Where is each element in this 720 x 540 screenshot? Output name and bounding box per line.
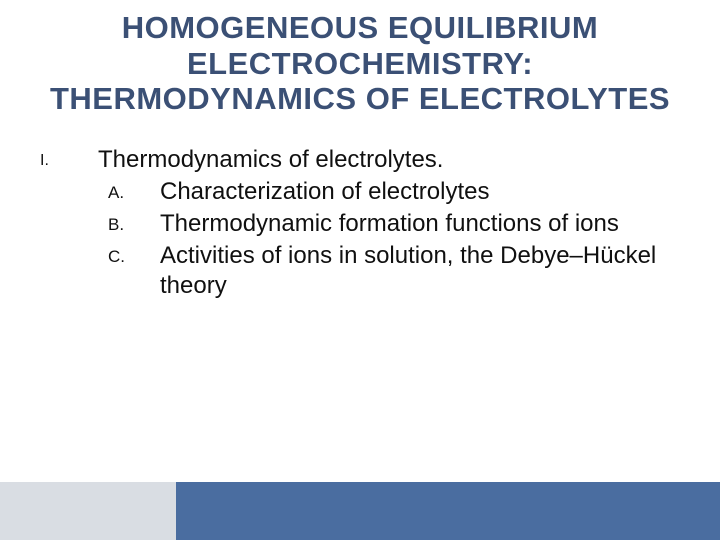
- footer-accent-bar: [0, 482, 720, 540]
- footer-bar-right: [176, 482, 720, 540]
- list-item: C. Activities of ions in solution, the D…: [98, 241, 680, 301]
- outline-heading: Thermodynamics of electrolytes.: [98, 145, 680, 175]
- list-item: A. Characterization of electrolytes: [98, 177, 680, 207]
- title-line-2: ELECTROCHEMISTRY:: [187, 46, 533, 81]
- list-item: B. Thermodynamic formation functions of …: [98, 209, 680, 239]
- title-line-3: THERMODYNAMICS OF ELECTROLYTES: [50, 81, 670, 116]
- outline-item-text: Activities of ions in solution, the Deby…: [160, 241, 680, 301]
- title-line-1: HOMOGENEOUS EQUILIBRIUM: [122, 10, 599, 45]
- outline-marker-letter: A.: [98, 177, 160, 207]
- outline-marker-letter: B.: [98, 209, 160, 239]
- outline-marker-letter: C.: [98, 241, 160, 301]
- outline-item-text: Thermodynamic formation functions of ion…: [160, 209, 680, 239]
- title-heading: HOMOGENEOUS EQUILIBRIUM ELECTROCHEMISTRY…: [10, 10, 710, 117]
- outline-body: Thermodynamics of electrolytes. A. Chara…: [98, 145, 680, 303]
- footer-bar-left: [0, 482, 176, 540]
- outline-item-text: Characterization of electrolytes: [160, 177, 680, 207]
- slide-body: I. Thermodynamics of electrolytes. A. Ch…: [0, 117, 720, 303]
- outline-sublist: A. Characterization of electrolytes B. T…: [98, 177, 680, 301]
- slide-title: HOMOGENEOUS EQUILIBRIUM ELECTROCHEMISTRY…: [0, 0, 720, 117]
- outline-marker-roman: I.: [40, 145, 98, 303]
- outline-level1: I. Thermodynamics of electrolytes. A. Ch…: [40, 145, 680, 303]
